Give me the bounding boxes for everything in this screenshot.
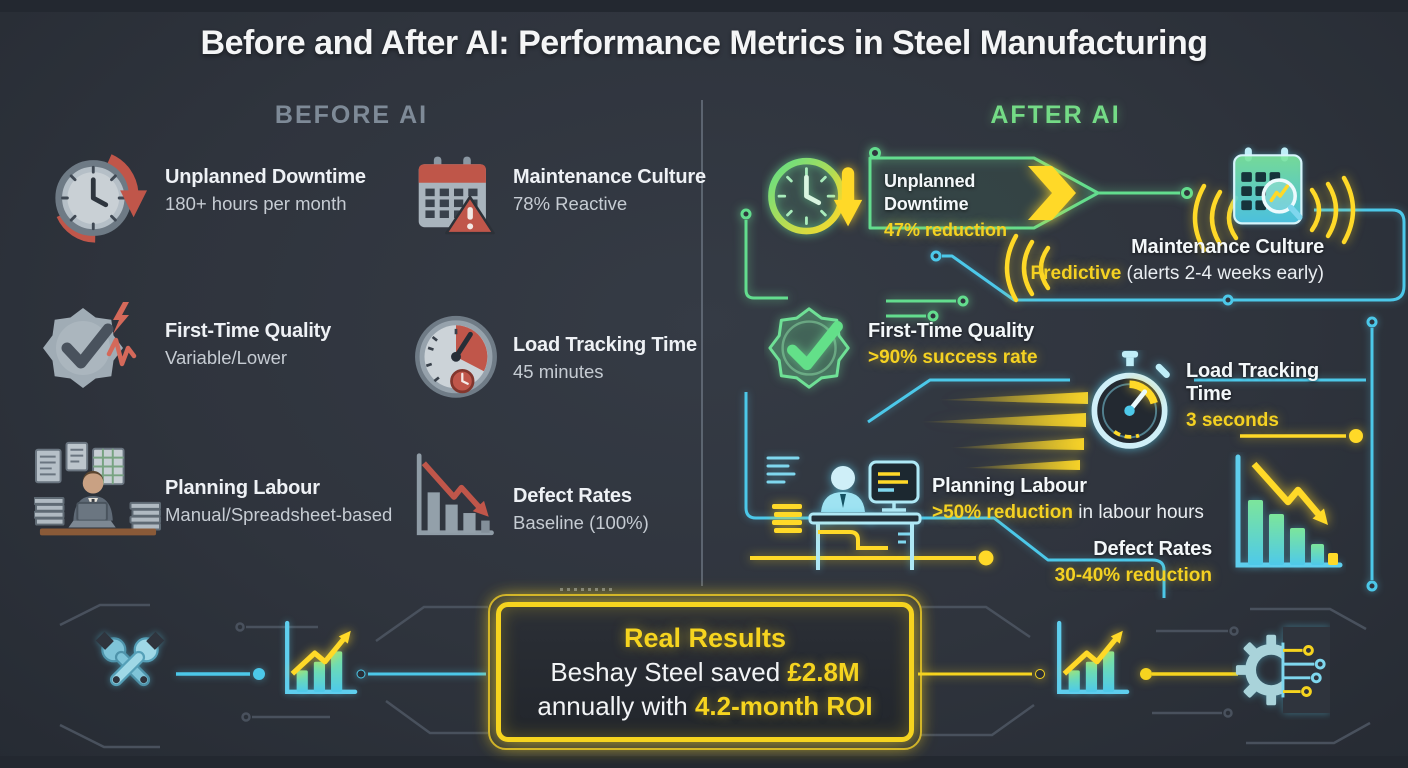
page-title: Before and After AI: Performance Metrics… bbox=[200, 24, 1208, 62]
metric-label: Planning Labour bbox=[932, 475, 1087, 497]
declining-bars-neon-icon bbox=[1235, 454, 1343, 568]
tick-dots-decoration bbox=[560, 588, 612, 591]
gauge-icon bbox=[415, 315, 497, 398]
after-item-maintenance-culture: Maintenance Culture Predictive (alerts 2… bbox=[894, 236, 1324, 285]
metric-value: Baseline (100%) bbox=[513, 512, 649, 533]
metric-label: Unplanned Downtime bbox=[884, 171, 976, 214]
clock-down-neon-icon bbox=[768, 157, 863, 235]
metric-value: Variable/Lower bbox=[165, 347, 288, 368]
metric-value: 3 seconds bbox=[1186, 410, 1279, 431]
before-column-header: BEFORE AI bbox=[274, 101, 429, 129]
metric-label: Load Tracking Time bbox=[513, 334, 697, 356]
before-item-first-time-quality: First-Time Quality Variable/Lower bbox=[165, 320, 445, 369]
stopwatch-neon-icon bbox=[1091, 350, 1170, 449]
metric-value: Predictive (alerts 2-4 weeks early) bbox=[1030, 263, 1324, 284]
results-line-savings-text: Beshay Steel saved bbox=[550, 656, 788, 687]
metric-value: >50% reduction in labour hours bbox=[932, 502, 1204, 523]
yellow-chevron-icon bbox=[1028, 166, 1076, 220]
planning-desk-neon-icon bbox=[766, 456, 922, 570]
growth-chart-icon bbox=[285, 620, 358, 694]
metric-label: First-Time Quality bbox=[868, 320, 1035, 342]
before-item-load-tracking-time: Load Tracking Time 45 minutes bbox=[513, 334, 743, 383]
calendar-search-neon-icon bbox=[1233, 147, 1303, 225]
metric-value: Manual/Spreadsheet-based bbox=[165, 504, 393, 525]
metric-label: Maintenance Culture bbox=[513, 166, 706, 188]
quality-badge-neon-icon bbox=[768, 307, 850, 389]
before-item-planning-labour: Planning Labour Manual/Spreadsheet-based bbox=[165, 477, 455, 526]
metric-value: 78% Reactive bbox=[513, 193, 628, 214]
after-item-defect-rates: Defect Rates 30-40% reduction bbox=[952, 538, 1213, 587]
planning-desk-icon bbox=[34, 441, 162, 536]
wrenches-icon bbox=[95, 631, 165, 687]
results-line-roi-text: annually with bbox=[537, 690, 695, 721]
clock-down-icon bbox=[55, 154, 148, 243]
after-item-planning-labour: Planning Labour >50% reduction in labour… bbox=[932, 475, 1232, 524]
metric-label: Planning Labour bbox=[165, 477, 320, 499]
metric-value: 45 minutes bbox=[513, 361, 604, 382]
growth-chart-icon bbox=[1057, 620, 1130, 694]
before-item-maintenance-culture: Maintenance Culture 78% Reactive bbox=[513, 166, 743, 215]
quality-badge-icon bbox=[43, 302, 137, 388]
before-item-defect-rates: Defect Rates Baseline (100%) bbox=[513, 485, 743, 534]
bottom-circuit-traces bbox=[59, 588, 1371, 749]
before-item-unplanned-downtime: Unplanned Downtime 180+ hours per month bbox=[165, 166, 445, 215]
metric-label: Defect Rates bbox=[513, 485, 632, 507]
metric-value: 47% reduction bbox=[884, 220, 1008, 240]
results-panel: Real Results Beshay Steel saved £2.8M an… bbox=[488, 594, 922, 750]
calendar-warning-icon bbox=[418, 156, 495, 235]
bottom-edge-band bbox=[0, 756, 1408, 768]
metric-label: Load Tracking Time bbox=[1186, 360, 1319, 405]
metric-label: First-Time Quality bbox=[165, 320, 332, 342]
metric-value: >90% success rate bbox=[868, 347, 1038, 368]
after-column-header: AFTER AI bbox=[990, 101, 1121, 129]
metric-label: Defect Rates bbox=[1093, 538, 1212, 560]
after-item-first-time-quality: First-Time Quality >90% success rate bbox=[868, 320, 1098, 369]
after-item-load-tracking-time: Load Tracking Time 3 seconds bbox=[1186, 360, 1361, 432]
declining-bars-icon bbox=[416, 453, 494, 536]
column-divider bbox=[701, 100, 703, 586]
after-item-unplanned-downtime: Unplanned Downtime 47% reduction bbox=[884, 170, 1044, 242]
results-roi-value: 4.2-month ROI bbox=[694, 690, 873, 721]
results-line-roi: annually with 4.2-month ROI bbox=[537, 691, 872, 722]
results-line-savings: Beshay Steel saved £2.8M bbox=[550, 657, 859, 688]
results-title: Real Results bbox=[623, 622, 787, 653]
results-panel-inner bbox=[496, 602, 914, 742]
top-edge-band bbox=[0, 0, 1408, 12]
metric-label: Unplanned Downtime bbox=[165, 166, 366, 188]
metric-value: 180+ hours per month bbox=[165, 193, 347, 214]
metric-value: 30-40% reduction bbox=[1054, 565, 1212, 586]
results-savings-amount: £2.8M bbox=[787, 656, 860, 687]
metric-label: Maintenance Culture bbox=[1131, 236, 1324, 258]
gear-circuit-icon bbox=[1235, 626, 1330, 714]
